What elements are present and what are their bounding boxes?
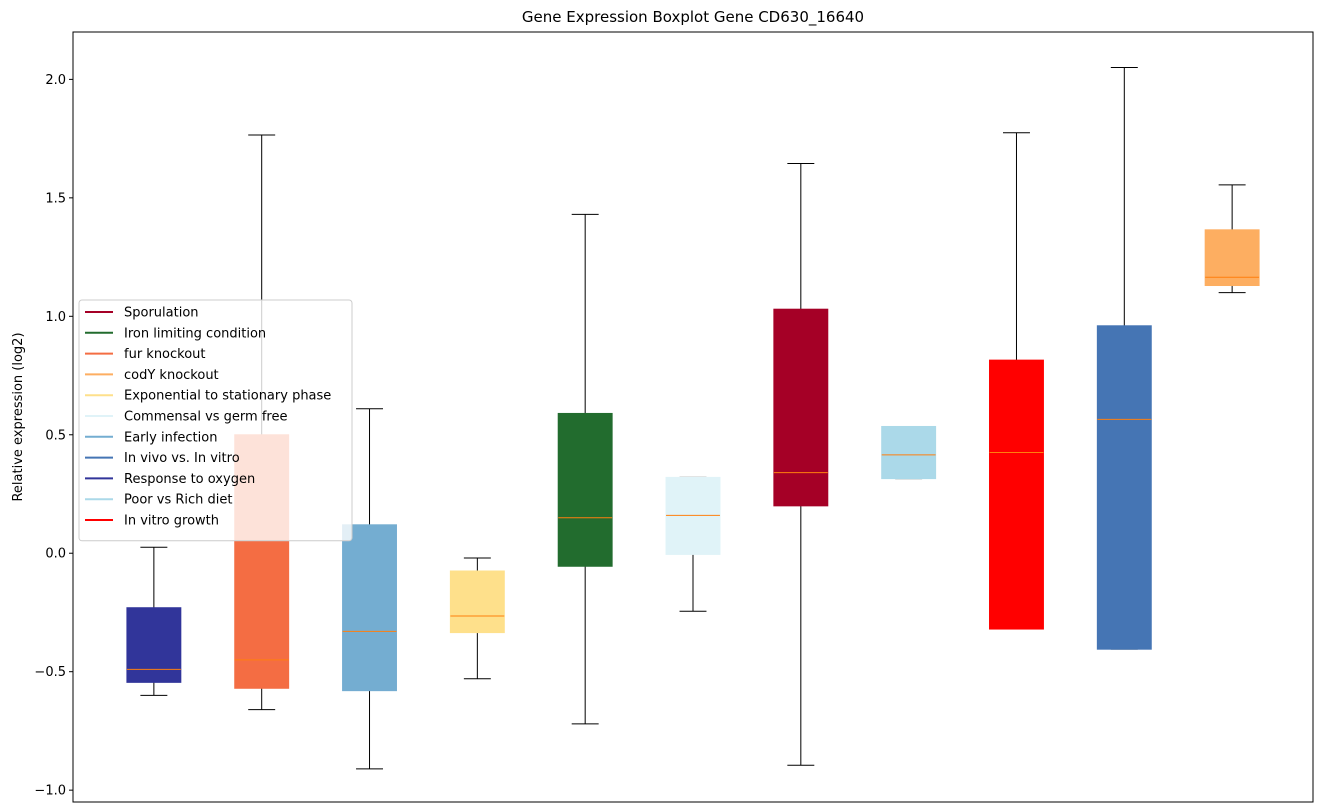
chart-title: Gene Expression Boxplot Gene CD630_16640 — [522, 8, 864, 27]
box-group — [449, 557, 505, 680]
legend-label: Iron limiting condition — [124, 326, 266, 341]
box-body — [773, 308, 829, 507]
box-group — [773, 162, 829, 766]
box-body — [126, 607, 182, 683]
y-tick-label: −1.0 — [34, 784, 66, 799]
legend-label: Commensal vs germ free — [124, 410, 287, 425]
box-body — [342, 524, 397, 692]
y-tick-label: 0.0 — [45, 547, 66, 562]
legend-label: Sporulation — [124, 306, 199, 321]
legend-label: Response to oxygen — [124, 472, 255, 487]
y-tick-label: 2.0 — [45, 73, 66, 88]
y-axis-label: Relative expression (log2) — [11, 332, 26, 501]
legend: Sporulation Iron limiting condition fur kn… — [78, 299, 353, 542]
box-group — [1096, 67, 1152, 650]
legend-label: Poor vs Rich diet — [124, 493, 232, 508]
y-tick-label: 0.5 — [45, 428, 66, 443]
legend-label: Exponential to stationary phase — [124, 389, 331, 404]
legend-label: fur knockout — [124, 347, 206, 362]
box-group — [1204, 184, 1260, 294]
axes-layer: −1.0 −0.5 0.0 0.5 1.0 1.5 2.0 — [34, 31, 1314, 803]
box-body — [881, 425, 937, 480]
box-body — [1096, 325, 1152, 650]
box-group — [342, 408, 397, 770]
box-body — [1204, 229, 1260, 287]
box-group — [126, 546, 182, 696]
box-body — [557, 412, 613, 567]
legend-frame — [78, 299, 353, 542]
legend-label: In vitro growth — [124, 514, 219, 529]
legend-label: In vivo vs. In vitro — [124, 451, 240, 466]
y-tick-label: 1.5 — [45, 191, 66, 206]
legend-label: codY knockout — [124, 368, 219, 383]
plot-frame — [72, 31, 1314, 803]
box-body — [989, 359, 1044, 630]
legend-label: Early infection — [124, 430, 217, 445]
box-group — [557, 213, 613, 725]
box-group — [881, 425, 937, 480]
box-group — [989, 132, 1044, 630]
box-body — [449, 570, 505, 634]
y-tick-label: −0.5 — [34, 665, 66, 680]
box-group — [665, 476, 721, 612]
box-body — [665, 476, 721, 555]
y-tick-label: 1.0 — [45, 310, 66, 325]
